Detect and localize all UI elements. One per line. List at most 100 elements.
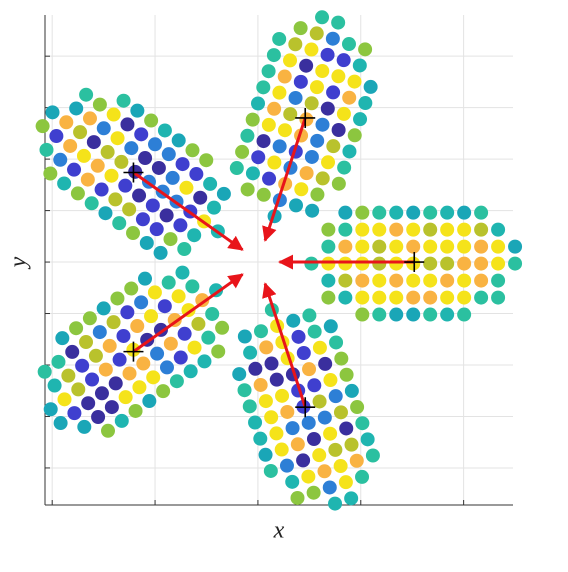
particle (440, 256, 455, 271)
particle (344, 437, 359, 452)
x-axis-label: x (273, 518, 285, 544)
particle (338, 273, 353, 288)
particle (100, 423, 115, 438)
particle (248, 361, 263, 376)
particle (122, 202, 137, 217)
particle (215, 320, 230, 335)
particle (290, 490, 305, 505)
center-cross (404, 252, 425, 273)
particle (173, 218, 188, 233)
particle (171, 133, 186, 148)
particle (248, 415, 263, 430)
particle (440, 239, 455, 254)
particle (98, 362, 113, 377)
particle (261, 64, 276, 79)
particle (289, 198, 304, 213)
particle (474, 205, 489, 220)
particle (423, 256, 438, 271)
particle (114, 413, 129, 428)
particle (275, 388, 290, 403)
particle (106, 107, 121, 122)
particle (491, 239, 506, 254)
particle (307, 324, 322, 339)
particle (423, 307, 438, 322)
particle (37, 364, 52, 379)
particle (146, 370, 161, 385)
particle (355, 256, 370, 271)
particle (124, 141, 139, 156)
particle (306, 485, 321, 500)
particle (338, 256, 353, 271)
particle (159, 208, 174, 223)
particle (331, 15, 346, 30)
particle (344, 383, 359, 398)
particle (108, 192, 123, 207)
particle (315, 117, 330, 132)
particle (134, 295, 149, 310)
particle (323, 373, 338, 388)
particle (326, 85, 341, 100)
particle (51, 354, 66, 369)
particle (372, 256, 387, 271)
particle (45, 105, 60, 120)
particle (130, 319, 145, 334)
particle (301, 469, 316, 484)
particle (355, 307, 370, 322)
particle (151, 160, 166, 175)
particle (148, 137, 163, 152)
particle (406, 256, 421, 271)
particle (118, 390, 133, 405)
particle (237, 329, 252, 344)
particle (114, 154, 129, 169)
particle (264, 410, 279, 425)
particle (457, 290, 472, 305)
particle (71, 382, 86, 397)
particle (310, 187, 325, 202)
particle (43, 166, 58, 181)
particle (372, 205, 387, 220)
particle (363, 79, 378, 94)
particle (474, 256, 489, 271)
particle (262, 171, 277, 186)
particle (259, 340, 274, 355)
particle (120, 305, 135, 320)
particle (342, 144, 357, 159)
particle (338, 205, 353, 220)
particle (321, 256, 336, 271)
center-cross (295, 397, 316, 418)
particle (326, 139, 341, 154)
particle (342, 90, 357, 105)
particle (291, 329, 306, 344)
particle (331, 123, 346, 138)
particle (491, 256, 506, 271)
particle (288, 37, 303, 52)
particle (309, 26, 324, 41)
particle (304, 256, 319, 271)
particle (82, 111, 97, 126)
particle (258, 394, 273, 409)
particle (474, 239, 489, 254)
particle (321, 155, 336, 170)
particle (70, 186, 85, 201)
particle (132, 380, 147, 395)
particle (406, 239, 421, 254)
particle (312, 394, 327, 409)
particle (91, 410, 106, 425)
particle (350, 400, 365, 415)
particle (142, 394, 157, 409)
particle (118, 178, 133, 193)
particle (279, 458, 294, 473)
particle (75, 358, 90, 373)
particle (328, 389, 343, 404)
particle (372, 239, 387, 254)
particle (365, 448, 380, 463)
particle (175, 157, 190, 172)
particle (76, 148, 91, 163)
particle (491, 222, 506, 237)
particle (474, 273, 489, 288)
particle (173, 350, 188, 365)
particle (457, 239, 472, 254)
particle (82, 311, 97, 326)
particle (423, 290, 438, 305)
